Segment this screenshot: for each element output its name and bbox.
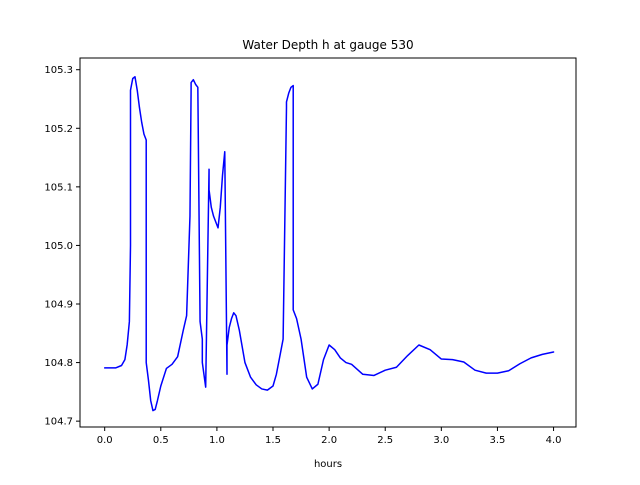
x-tick-label: 3.0 <box>433 435 449 446</box>
y-tick-label: 105.0 <box>44 241 73 252</box>
x-tick-label: 4.0 <box>546 435 562 446</box>
chart-title: Water Depth h at gauge 530 <box>242 38 413 52</box>
x-tick-label: 1.0 <box>209 435 225 446</box>
plot-frame <box>79 57 577 428</box>
x-axis-label: hours <box>314 459 342 470</box>
y-tick-label: 104.9 <box>44 300 73 311</box>
x-tick-label: 2.5 <box>377 435 393 446</box>
series-line-0 <box>103 75 555 412</box>
x-tick-label: 0.5 <box>153 435 169 446</box>
axis-ticks: 0.0 0.5 1.0 1.5 2.0 2.5 3.0 3.5 4.0 104.7 104.8 104… <box>44 65 561 446</box>
x-tick-label: 3.5 <box>489 435 505 446</box>
y-tick-label: 105.2 <box>44 124 73 135</box>
y-tick-label: 104.8 <box>44 358 73 369</box>
x-tick-label: 2.0 <box>321 435 337 446</box>
plot-lines <box>103 75 555 412</box>
x-tick-label: 0.0 <box>97 435 113 446</box>
y-tick-label: 104.7 <box>44 417 73 428</box>
y-tick-label: 105.3 <box>44 65 73 76</box>
y-tick-label: 105.1 <box>44 182 73 193</box>
x-tick-label: 1.5 <box>265 435 281 446</box>
